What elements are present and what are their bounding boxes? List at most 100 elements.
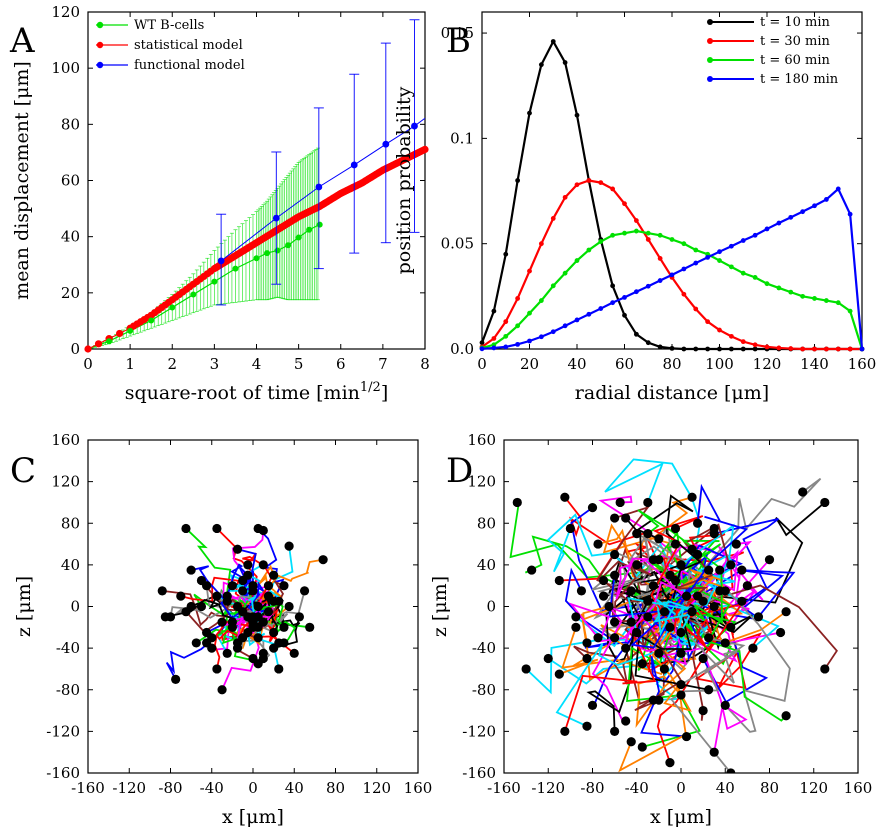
series-point-0: [479, 340, 485, 346]
series-point-3: [764, 226, 770, 232]
track-endpoint: [775, 627, 786, 638]
series-point-1: [776, 345, 782, 351]
y-tick-label: 0: [70, 340, 80, 358]
y-tick-label: 120: [51, 3, 80, 21]
wt-point: [306, 226, 313, 233]
cell-track: [625, 494, 702, 605]
series-point-3: [740, 238, 746, 243]
wt-point: [169, 304, 176, 311]
track-endpoint: [587, 503, 598, 513]
track-endpoint: [565, 523, 575, 534]
series-point-1: [693, 306, 699, 312]
track-endpoint: [217, 617, 227, 627]
track-endpoint: [284, 601, 294, 612]
wt-point: [285, 242, 292, 249]
x-tick-label: 40: [567, 355, 586, 373]
series-point-2: [527, 310, 532, 316]
series-point-2: [515, 323, 521, 329]
track-endpoint: [269, 570, 279, 580]
track-endpoint: [160, 612, 170, 622]
series-point-0: [503, 251, 509, 257]
track-endpoint: [157, 586, 167, 596]
x-tick-label: 2: [167, 355, 177, 373]
series-point-1: [717, 327, 722, 333]
track-endpoint: [258, 648, 268, 658]
track-endpoint: [576, 586, 587, 596]
series-point-2: [693, 247, 699, 253]
track-endpoint: [560, 726, 570, 736]
functional-model-point: [350, 161, 358, 169]
track-endpoint: [687, 544, 697, 554]
wt-point: [106, 338, 113, 345]
cell-track: [634, 590, 709, 691]
track-endpoint: [610, 726, 620, 736]
x-tick-label: 1: [125, 355, 135, 373]
series-point-0: [562, 60, 568, 65]
y-tick-label: -160: [46, 764, 80, 782]
track-endpoint: [598, 591, 609, 601]
series-point-3: [669, 272, 675, 278]
y-tick-label: -80: [472, 681, 496, 699]
y-tick-label: 80: [61, 115, 80, 133]
y-tick-label: -120: [46, 722, 80, 740]
series-point-1: [538, 241, 544, 247]
series-point-1: [574, 182, 580, 188]
series-point-0: [645, 340, 651, 346]
legend-label: t = 10 min: [760, 15, 831, 30]
track-endpoint: [171, 674, 181, 684]
series-point-1: [645, 237, 651, 242]
cell-track: [596, 554, 687, 639]
x-tick-label: -40: [625, 779, 649, 797]
series-point-2: [538, 298, 544, 303]
track-endpoint: [709, 601, 719, 612]
track-endpoint: [212, 664, 222, 674]
track-endpoint: [781, 711, 791, 721]
series-point-0: [740, 346, 746, 352]
x-axis-label: radial distance [μm]: [575, 382, 769, 404]
track-endpoint: [263, 581, 274, 591]
track-endpoint: [654, 648, 664, 658]
series-line-1: [481, 179, 862, 351]
track-endpoint: [196, 601, 207, 612]
track-endpoint: [704, 565, 714, 575]
x-tick-label: 0: [676, 779, 686, 797]
functional-model-point: [272, 214, 280, 222]
track-endpoint: [582, 721, 592, 731]
series-point-1: [800, 346, 806, 352]
x-axis-label-sup: 1/2: [360, 380, 381, 395]
track-endpoint: [748, 643, 758, 653]
series-point-0: [752, 346, 758, 352]
series-point-3: [610, 300, 616, 306]
panel-label: D: [446, 451, 473, 491]
track-endpoint: [820, 664, 830, 674]
track-endpoint: [704, 633, 714, 643]
x-tick-label: 0: [477, 355, 487, 373]
track-endpoint: [654, 695, 664, 705]
track-endpoint: [621, 643, 631, 653]
statistical-model-point: [84, 345, 92, 353]
series-point-0: [669, 345, 675, 351]
track-endpoint: [781, 607, 791, 617]
track-endpoint: [698, 705, 708, 716]
track-endpoint: [279, 622, 289, 632]
track-endpoint: [232, 544, 243, 554]
series-point-3: [527, 338, 532, 344]
track-endpoint: [676, 679, 686, 690]
x-tick-label: -40: [200, 779, 224, 797]
track-endpoint: [709, 747, 719, 757]
track-endpoint: [654, 534, 664, 544]
series-point-3: [562, 323, 568, 329]
series-point-3: [752, 232, 758, 238]
track-endpoint: [726, 768, 736, 773]
x-axis-label-text: x [μm]: [222, 806, 284, 828]
track-endpoint: [615, 497, 625, 508]
track-endpoint: [681, 591, 692, 601]
y-tick-label: 40: [477, 556, 496, 574]
y-tick-label: 80: [477, 514, 496, 532]
track-endpoint: [670, 523, 681, 534]
track-endpoint: [554, 575, 564, 586]
y-tick-label: -120: [462, 722, 496, 740]
track-endpoint: [687, 492, 697, 502]
track-endpoint: [731, 539, 741, 549]
